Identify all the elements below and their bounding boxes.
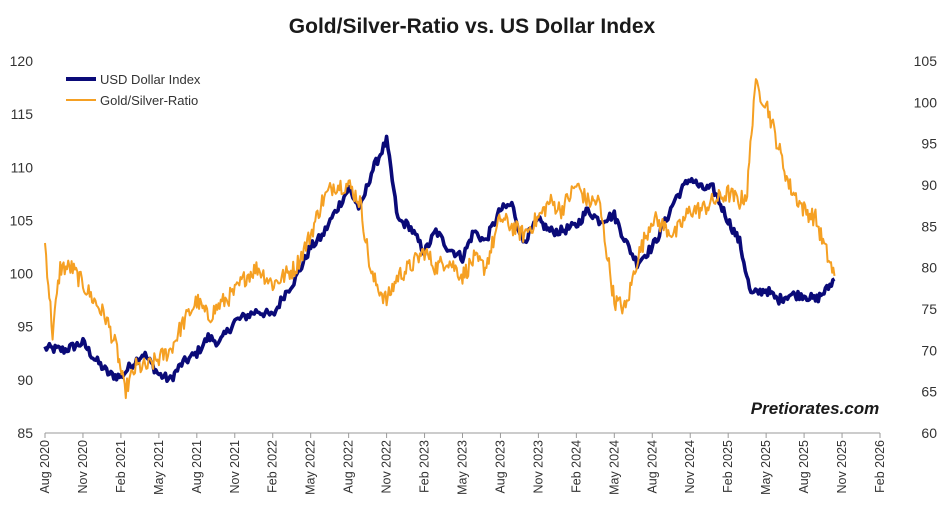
left-tick-label: 85: [17, 425, 33, 441]
x-tick-label: Feb 2023: [418, 440, 432, 493]
x-tick-label: Aug 2022: [342, 440, 356, 494]
right-tick-label: 105: [914, 53, 938, 69]
x-tick-label: Feb 2022: [266, 440, 280, 493]
x-tick-label: May 2021: [152, 440, 166, 495]
right-tick-label: 60: [921, 425, 937, 441]
left-tick-label: 90: [17, 372, 33, 388]
right-axis: 60 65 70 75 80 85 90 95 100 105: [914, 53, 938, 441]
x-tick-label: Nov 2023: [531, 440, 545, 494]
x-tick-label: Feb 2024: [569, 440, 583, 493]
left-tick-label: 105: [10, 212, 34, 228]
legend-label-usd: USD Dollar Index: [100, 72, 201, 87]
x-tick-label: May 2023: [456, 440, 470, 495]
x-tick-label: May 2024: [607, 440, 621, 495]
x-tick-label: Aug 2023: [493, 440, 507, 494]
x-tick-label: Aug 2021: [190, 440, 204, 494]
x-tick-label: Nov 2020: [76, 440, 90, 494]
right-tick-label: 90: [921, 177, 937, 193]
right-tick-label: 65: [921, 384, 937, 400]
chart-title: Gold/Silver-Ratio vs. US Dollar Index: [289, 15, 656, 38]
x-tick-label: Feb 2026: [873, 440, 887, 493]
left-tick-label: 115: [11, 106, 34, 122]
left-tick-label: 110: [11, 159, 34, 175]
x-tick-label: Feb 2025: [721, 440, 735, 493]
right-tick-label: 70: [921, 342, 937, 358]
x-tick-label: Aug 2025: [797, 440, 811, 494]
legend-label-ratio: Gold/Silver-Ratio: [100, 93, 198, 108]
x-tick-label: Aug 2020: [38, 440, 52, 494]
x-axis: Aug 2020 Nov 2020 Feb 2021 May 2021 Aug 2021…: [38, 433, 887, 495]
left-tick-label: 95: [17, 319, 33, 335]
series-line-usd-dollar-index: [43, 134, 836, 383]
legend: USD Dollar Index Gold/Silver-Ratio: [66, 72, 201, 108]
x-tick-label: Nov 2025: [835, 440, 849, 494]
right-tick-label: 75: [921, 301, 937, 317]
left-axis: 85 90 95 100 105 110 115 120: [10, 53, 34, 441]
x-tick-label: Nov 2022: [380, 440, 394, 494]
left-tick-label: 100: [10, 266, 34, 282]
right-tick-label: 85: [921, 218, 937, 234]
right-tick-label: 80: [921, 260, 937, 276]
x-tick-label: Feb 2021: [114, 440, 128, 493]
right-tick-label: 95: [921, 136, 937, 152]
x-tick-label: Aug 2024: [645, 440, 659, 494]
right-tick-label: 100: [914, 94, 938, 110]
x-tick-label: Nov 2021: [228, 440, 242, 494]
watermark: Pretiorates.com: [751, 399, 880, 418]
x-tick-label: May 2025: [759, 440, 773, 495]
x-tick-label: May 2022: [304, 440, 318, 495]
series-line-gold-silver-ratio: [44, 78, 836, 400]
x-tick-label: Nov 2024: [683, 440, 697, 494]
left-tick-label: 120: [10, 53, 34, 69]
plot-area: [43, 78, 836, 400]
